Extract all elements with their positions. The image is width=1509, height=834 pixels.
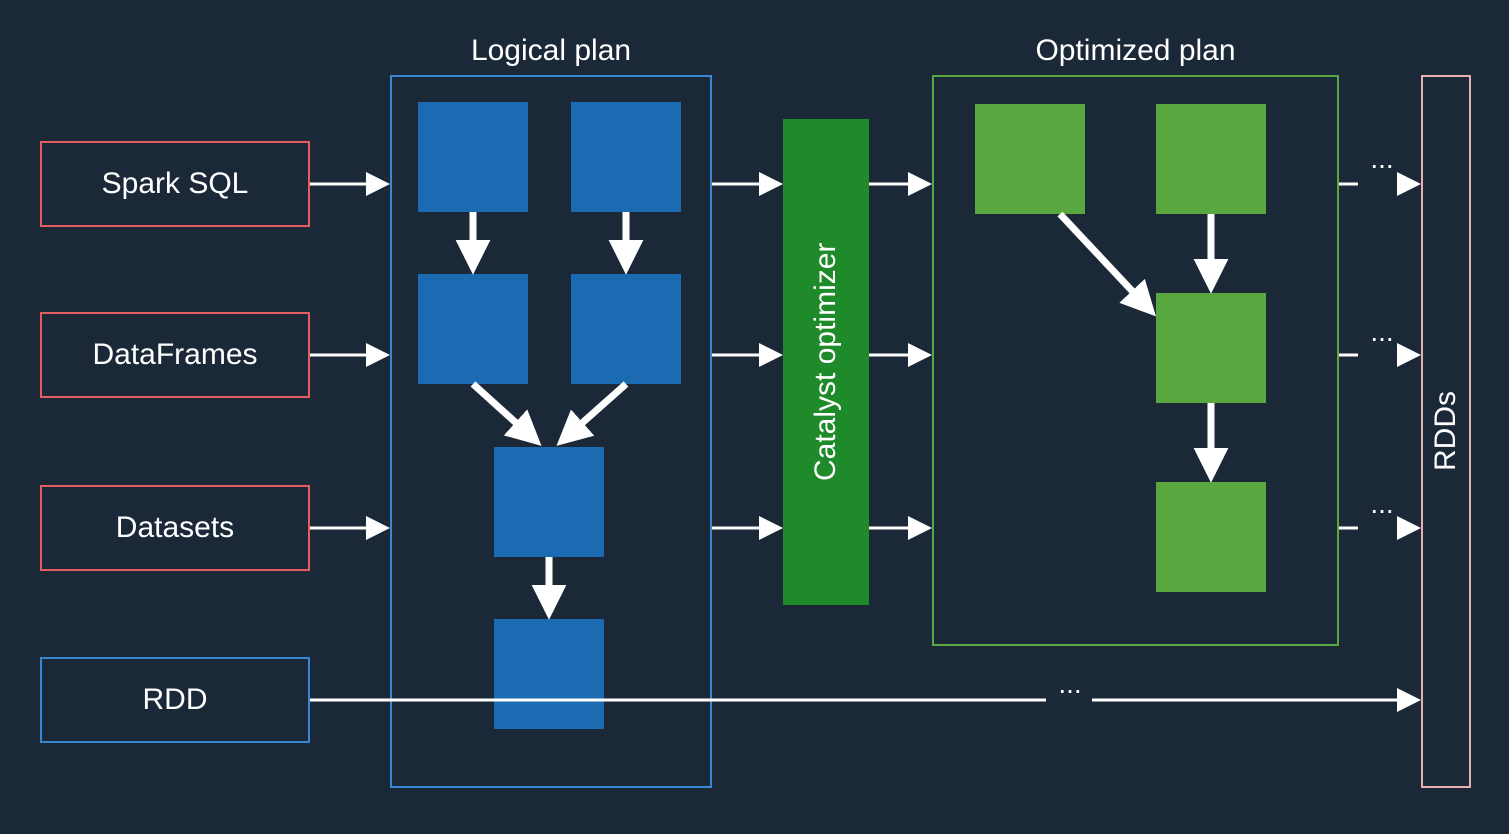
rdds-panel-label: RDDs [1429,392,1463,472]
optimized-node-O1a [975,104,1085,214]
logical-plan-title: Logical plan [390,34,712,68]
input-datasets-label: Datasets [116,511,234,545]
ellipsis-row2: ... [1362,318,1402,346]
logical-node-L2b [571,274,681,384]
input-sparksql-label: Spark SQL [102,167,249,201]
optimized-node-O3 [1156,482,1266,592]
logical-node-L1b [571,102,681,212]
input-rdd: RDD [40,657,310,743]
rdds-panel: RDDs [1421,75,1471,788]
ellipsis-row3: ... [1362,490,1402,518]
logical-node-L1a [418,102,528,212]
logical-node-L3 [494,447,604,557]
catalyst-optimizer-label: Catalyst optimizer [809,243,843,481]
logical-node-L2a [418,274,528,384]
catalyst-optimizer-box: Catalyst optimizer [783,119,869,605]
ellipsis-row1: ... [1362,145,1402,173]
input-rdd-label: RDD [143,683,208,717]
input-sparksql: Spark SQL [40,141,310,227]
optimized-plan-title: Optimized plan [932,34,1339,68]
logical-node-L4 [494,619,604,729]
optimized-node-O2 [1156,293,1266,403]
input-dataframes-label: DataFrames [92,338,257,372]
optimized-node-O1b [1156,104,1266,214]
input-dataframes: DataFrames [40,312,310,398]
diagram-stage: Spark SQL DataFrames Datasets RDD Logica… [0,0,1509,834]
input-datasets: Datasets [40,485,310,571]
ellipsis-rdd-row: ... [1050,670,1090,698]
